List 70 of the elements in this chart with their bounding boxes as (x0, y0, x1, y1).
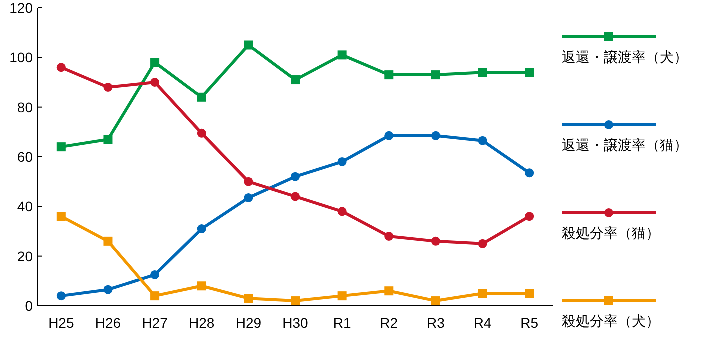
legend-label: 返還・譲渡率（犬） (562, 49, 688, 65)
point (384, 286, 394, 296)
legend-item: 殺処分率（犬） (562, 296, 660, 329)
x-tick-label: R4 (474, 315, 492, 331)
point (244, 294, 254, 304)
point (338, 292, 347, 301)
point (291, 172, 300, 182)
point (525, 68, 534, 78)
y-tick-label: 60 (17, 149, 34, 165)
point (291, 76, 300, 85)
y-tick-label: 100 (10, 50, 34, 66)
point (291, 192, 300, 202)
y-tick-label: 80 (17, 99, 34, 116)
x-tick-label: H28 (189, 315, 215, 331)
x-tick-label: H26 (95, 315, 122, 331)
x-tick-label: H30 (282, 315, 309, 331)
point (478, 239, 488, 248)
point (197, 282, 206, 291)
point (525, 289, 534, 298)
legend-item: 返還・譲渡率（犬） (562, 32, 688, 65)
point (478, 68, 488, 78)
x-tick-label: R3 (427, 315, 446, 331)
point (244, 40, 254, 50)
point (197, 92, 206, 102)
x-tick-label: R2 (380, 315, 398, 331)
legend-label: 殺処分率（犬） (562, 313, 660, 329)
legend-label: 殺処分率（猫） (562, 225, 660, 241)
point (384, 232, 394, 241)
point (150, 78, 160, 87)
point (197, 128, 206, 138)
point (56, 142, 66, 152)
y-tick-label: 40 (17, 198, 34, 215)
y-tick-label: 120 (10, 0, 34, 16)
x-tick-label: R5 (520, 315, 539, 331)
legend-item: 返還・譲渡率（猫） (562, 120, 688, 153)
point (104, 285, 113, 294)
point (56, 212, 66, 222)
point (197, 224, 206, 234)
point (150, 270, 160, 280)
point (478, 289, 488, 298)
point (150, 58, 160, 68)
legend-item: 殺処分率（猫） (562, 208, 660, 241)
y-tick-label: 20 (17, 248, 34, 264)
x-tick-label: H25 (48, 315, 74, 331)
point (56, 63, 66, 72)
point (384, 131, 394, 140)
x-tick-label: H27 (142, 315, 168, 331)
legend-label: 返還・譲渡率（猫） (562, 137, 688, 153)
point (525, 168, 534, 178)
point (244, 193, 254, 202)
point (384, 70, 394, 80)
x-tick-label: R1 (333, 315, 352, 331)
point (150, 292, 160, 301)
point (104, 135, 113, 144)
point (104, 236, 113, 246)
point (525, 212, 534, 222)
point (56, 292, 66, 301)
point (431, 296, 440, 306)
point (244, 177, 254, 186)
y-tick-label: 0 (25, 298, 34, 314)
point (338, 50, 347, 60)
point (431, 70, 440, 80)
point (291, 296, 300, 306)
point (478, 136, 488, 146)
point (338, 207, 347, 216)
point (338, 157, 347, 166)
x-tick-label: H29 (236, 315, 262, 331)
point (104, 82, 113, 92)
point (431, 131, 440, 140)
point (431, 236, 440, 246)
